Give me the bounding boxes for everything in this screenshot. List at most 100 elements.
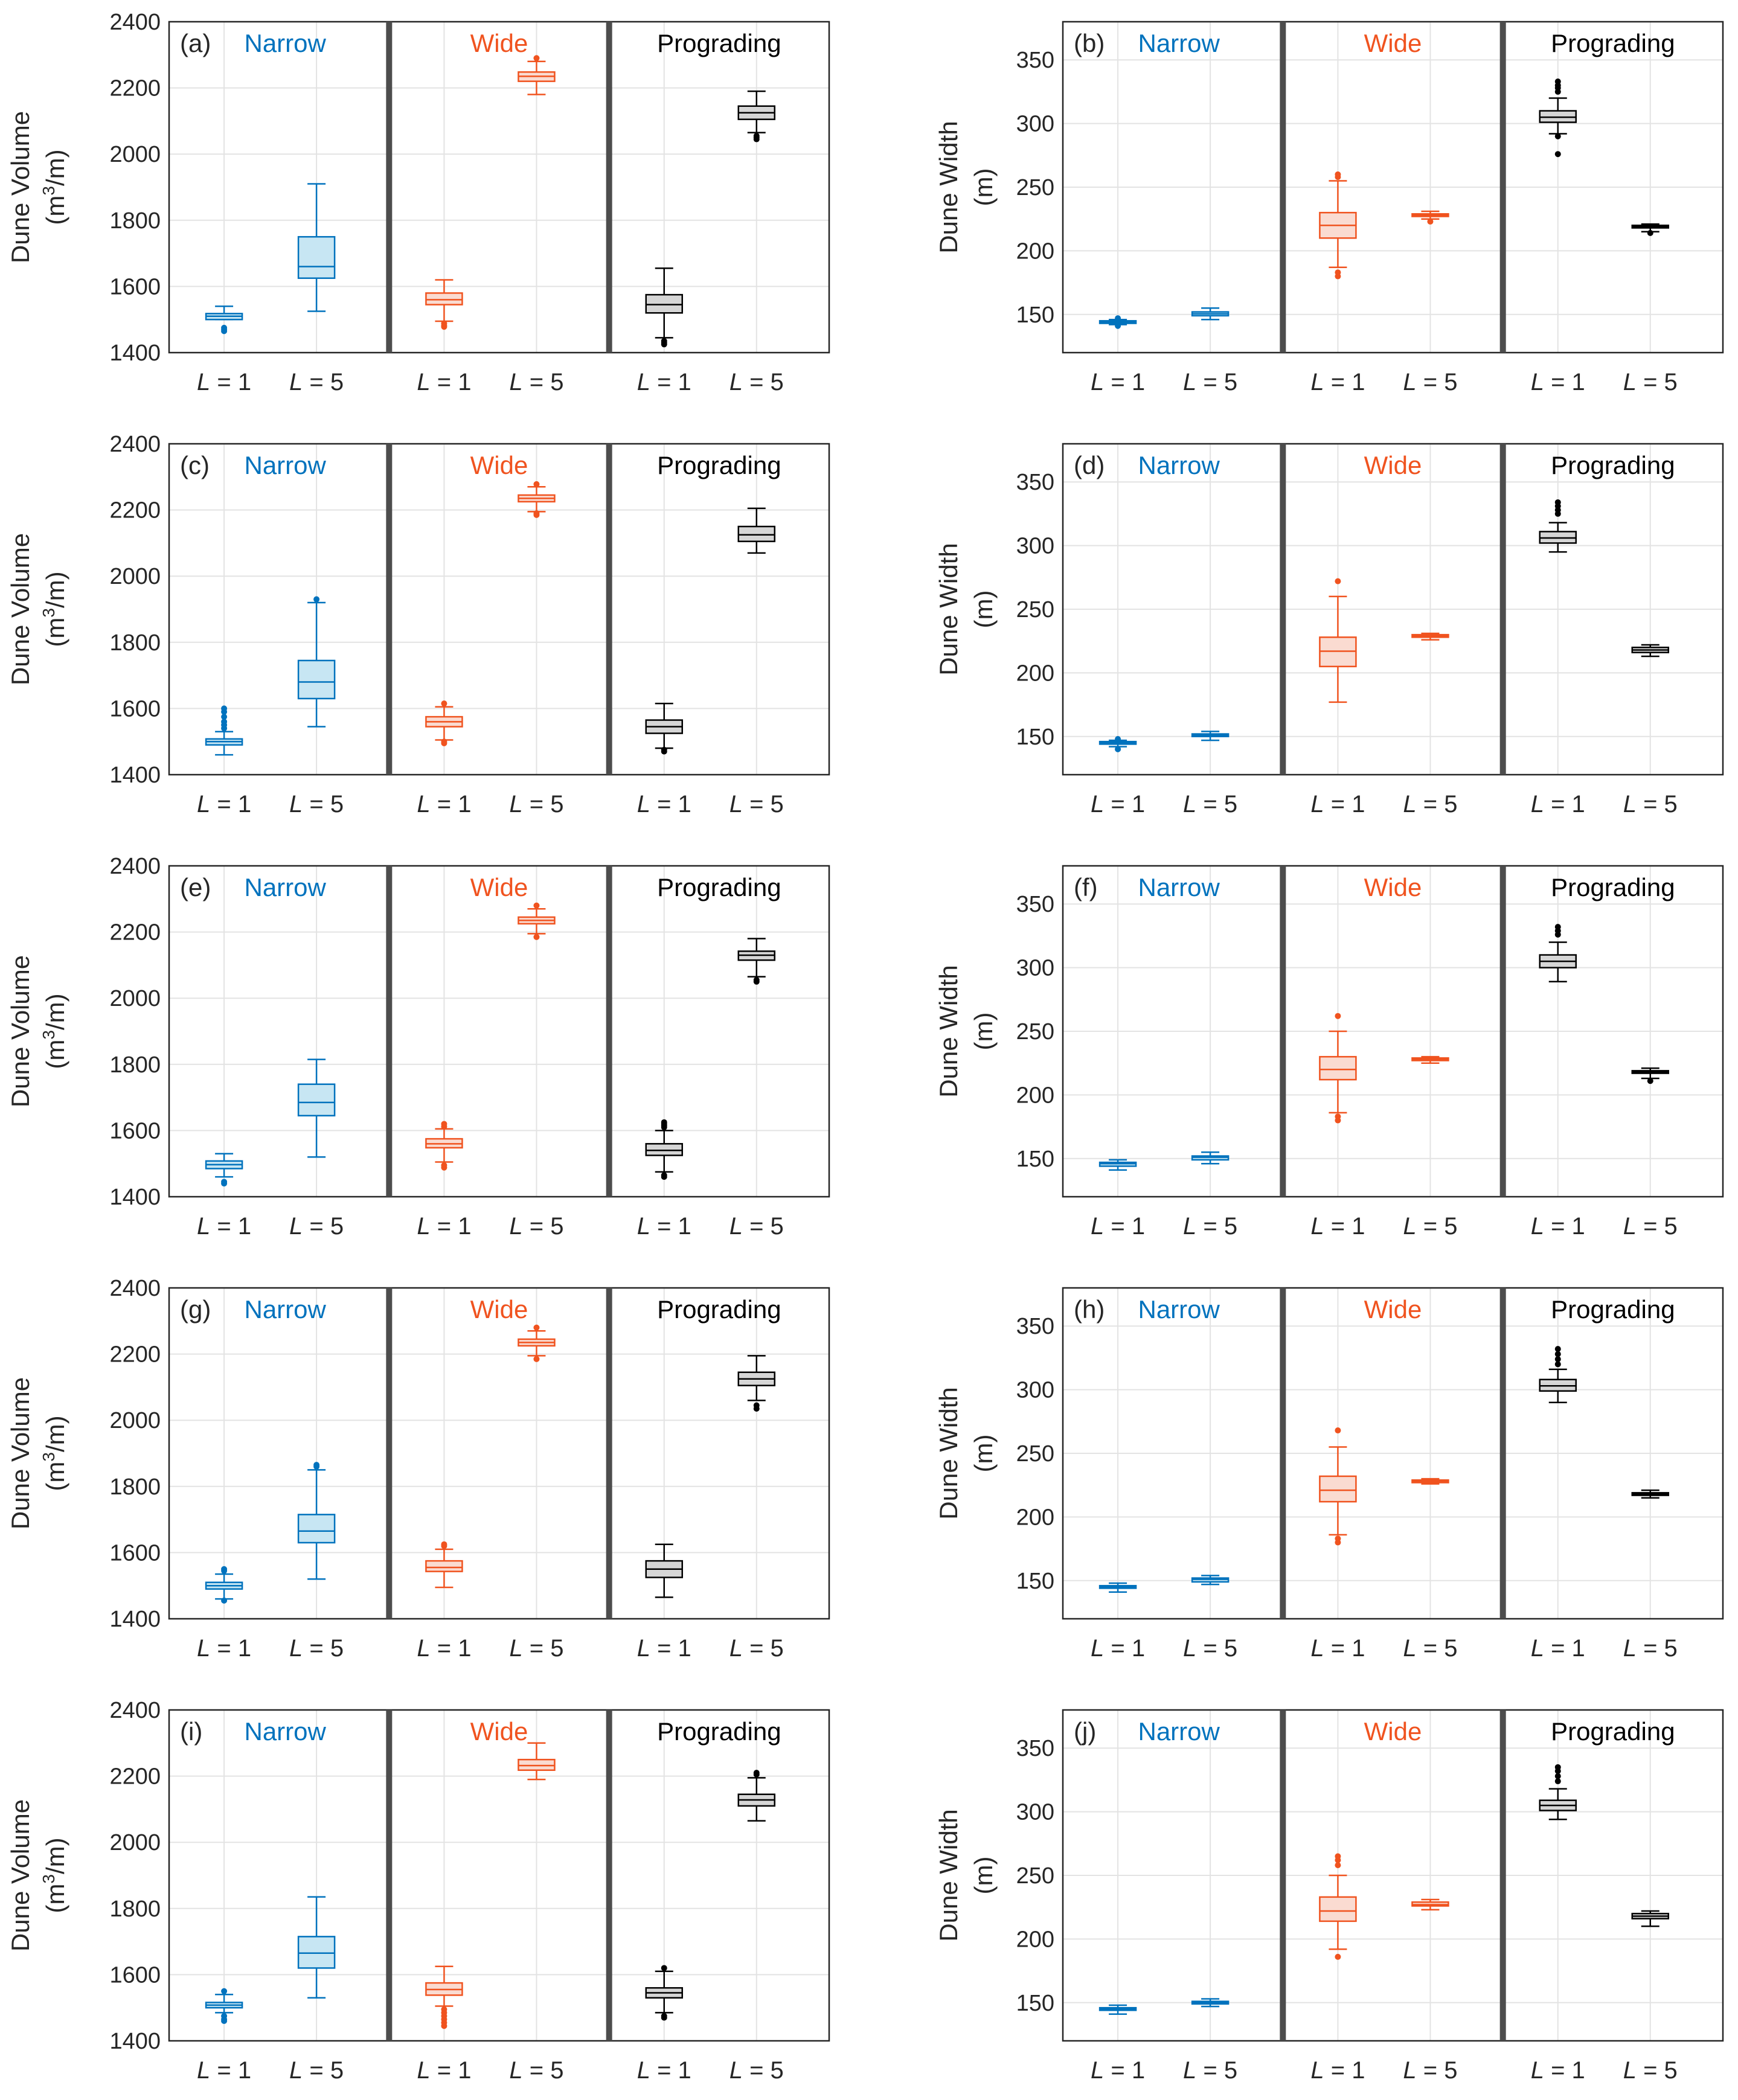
y-tick-label: 250 [1016, 597, 1054, 623]
outlier-point [533, 481, 540, 487]
outlier-point [441, 1121, 447, 1127]
scenario-title: Wide [470, 29, 528, 57]
category-value: = 5 [743, 791, 784, 818]
outlier-point [1554, 924, 1561, 930]
scenario-title: Prograding [657, 451, 781, 479]
iqr-box [297, 1936, 336, 1969]
category-value: = 5 [1196, 2057, 1237, 2084]
category-value: = 5 [303, 1635, 344, 1662]
category-value: = 5 [1417, 1635, 1458, 1662]
axes-frame [1062, 1287, 1724, 1620]
category-variable: L [509, 369, 522, 395]
box-wide-L1 [1319, 1427, 1357, 1546]
box-prograding-L1 [645, 1965, 683, 2021]
chart-panel-e: 1400 1600 1800 2000 2200 2400 Dune Volume (m3/m… [6, 854, 830, 1240]
box-prograding-L5 [737, 1770, 776, 1822]
category-tick-label: L = 5 [509, 1635, 563, 1662]
box-narrow-L5 [297, 1462, 336, 1580]
outlier-point [1335, 1427, 1341, 1434]
outlier-point [661, 1965, 667, 1971]
outlier-point [1335, 269, 1341, 276]
chart-panel-j: 150 200 250 300 350 Dune Width (m) (j) Narrow Wid… [934, 1709, 1724, 2084]
axes-frame [168, 865, 830, 1198]
category-tick-label: L = 1 [637, 1213, 691, 1240]
scenario-title: Wide [1364, 873, 1422, 901]
category-tick-label: L = 1 [1091, 1213, 1145, 1240]
category-value: = 1 [210, 369, 251, 395]
outlier-point [313, 596, 320, 603]
unit-superscript: 3 [39, 1452, 58, 1462]
box-narrow-L5 [297, 596, 336, 728]
axes-frame [1062, 1709, 1724, 2042]
iqr-box [297, 1514, 336, 1544]
unit-text: (m [41, 196, 69, 225]
chart-panel-c: 1400 1600 1800 2000 2200 2400 Dune Volume (m3/m… [6, 432, 830, 818]
unit-text: /m) [41, 1837, 69, 1874]
category-value: = 1 [1544, 1635, 1585, 1662]
category-tick-label: L = 1 [1091, 1635, 1145, 1662]
category-variable: L [289, 791, 303, 818]
outlier-point [661, 746, 667, 753]
category-tick-label: L = 5 [1403, 791, 1457, 818]
y-tick-label: 2000 [109, 142, 161, 167]
y-tick-label: 300 [1016, 534, 1054, 559]
category-variable: L [1310, 369, 1324, 395]
category-tick-label: L = 1 [417, 1635, 471, 1662]
category-variable: L [1183, 369, 1196, 395]
outlier-point [1554, 1361, 1561, 1368]
y-tick-label: 2400 [109, 854, 161, 879]
category-value: = 1 [650, 369, 691, 395]
iqr-box [645, 1143, 683, 1156]
category-value: = 1 [650, 2057, 691, 2084]
category-variable: L [730, 1635, 743, 1662]
y-axis-label: Dune Width [934, 543, 963, 675]
scenario-title: Wide [470, 451, 528, 479]
category-tick-label: L = 1 [1091, 369, 1145, 395]
y-tick-label: 150 [1016, 303, 1054, 328]
iqr-box [1319, 1896, 1357, 1922]
scenario-title: Narrow [244, 29, 326, 57]
outlier-point [661, 1172, 667, 1179]
category-value: = 1 [1324, 2057, 1365, 2084]
y-tick-label: 150 [1016, 1147, 1054, 1172]
box-prograding-L1 [645, 1119, 683, 1180]
category-value: = 5 [1417, 2057, 1458, 2084]
outlier-point [753, 1402, 760, 1409]
box-prograding-L1 [1539, 924, 1577, 983]
category-tick-label: L = 5 [1403, 1635, 1457, 1662]
y-axis-unit: (m) [969, 1435, 998, 1473]
iqr-box [297, 659, 336, 700]
category-variable: L [197, 1213, 210, 1240]
category-tick-label: L = 5 [289, 1213, 344, 1240]
y-tick-label: 2400 [109, 432, 161, 457]
y-tick-label: 300 [1016, 1378, 1054, 1403]
category-tick-label: L = 5 [509, 369, 563, 395]
outlier-point [221, 2012, 228, 2019]
category-value: = 1 [1544, 2057, 1585, 2084]
category-value: = 5 [523, 1635, 564, 1662]
category-variable: L [289, 369, 303, 395]
category-value: = 1 [210, 1635, 251, 1662]
y-tick-label: 200 [1016, 1083, 1054, 1108]
box-wide-L5 [1411, 210, 1449, 225]
category-value: = 1 [431, 1213, 472, 1240]
y-axis-unit: (m3/m) [39, 1415, 69, 1491]
scenario-title: Prograding [1551, 1717, 1675, 1746]
outlier-point [753, 1770, 760, 1776]
category-variable: L [637, 1635, 650, 1662]
unit-text: /m) [41, 149, 69, 186]
category-tick-label: L = 5 [730, 2057, 784, 2084]
unit-superscript: 3 [39, 608, 58, 618]
y-tick-label: 2200 [109, 498, 161, 523]
panel-label: (a) [180, 29, 211, 57]
scenario-title: Wide [1364, 1295, 1422, 1324]
category-value: = 5 [1637, 1635, 1678, 1662]
y-tick-label: 350 [1016, 1736, 1054, 1761]
box-narrow-L1 [1098, 2004, 1137, 2015]
category-value: = 5 [743, 1213, 784, 1240]
category-variable: L [509, 791, 522, 818]
category-tick-label: L = 5 [1623, 1213, 1678, 1240]
scenario-title: Prograding [657, 29, 781, 57]
box-prograding-L5 [1631, 1910, 1670, 1927]
y-tick-label: 150 [1016, 1569, 1054, 1594]
